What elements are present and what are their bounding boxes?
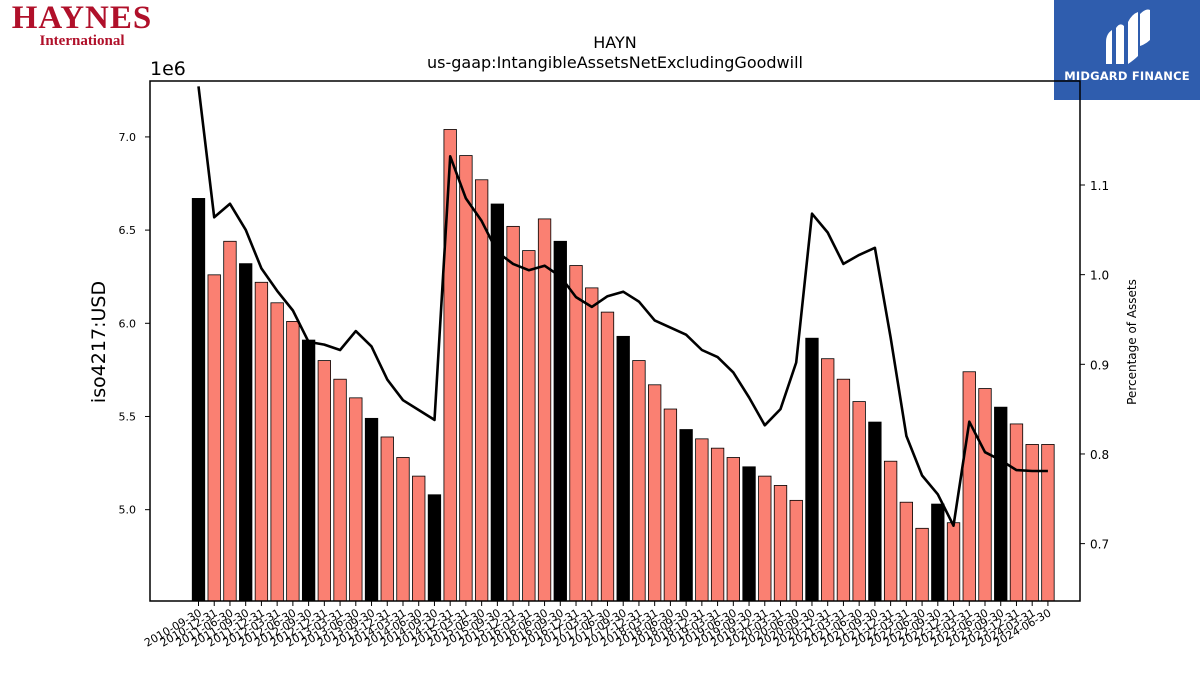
y-right-tick-label: 1.1 (1090, 179, 1109, 193)
bar (616, 335, 630, 602)
y-left-tick-label: 6.0 (119, 317, 137, 330)
bar (946, 522, 961, 602)
bar (679, 429, 693, 602)
bar (474, 179, 489, 602)
midgard-finance-logo: MIDGARD FINANCE (1054, 0, 1200, 100)
bar (286, 321, 300, 602)
haynes-logo-sub: International (39, 33, 125, 49)
bar (317, 360, 331, 602)
bar (459, 155, 473, 602)
bar (600, 311, 615, 602)
y-right-tick-label: 0.8 (1090, 448, 1109, 462)
bar (364, 417, 379, 602)
bar (883, 460, 898, 602)
chart-title-line2: us-gaap:IntangibleAssetsNetExcludingGood… (427, 53, 803, 72)
bar (522, 250, 536, 602)
bar (191, 198, 206, 602)
percentage-line-series (197, 86, 1048, 528)
y-left-tick-label: 5.0 (119, 504, 137, 517)
bar (254, 281, 269, 602)
bar (506, 225, 520, 602)
y-left-tick-label: 7.0 (119, 131, 137, 144)
bar (632, 360, 646, 602)
bar (223, 240, 237, 602)
bar (490, 203, 505, 602)
bar (648, 384, 662, 602)
y-axis-right: 0.7 0.8 0.9 1.0 1.1 (1080, 179, 1109, 552)
bar (773, 485, 788, 602)
bar (349, 397, 363, 602)
bar (978, 388, 992, 602)
y-left-tick-label: 5.5 (119, 410, 137, 423)
bar (899, 501, 913, 602)
bar (836, 378, 851, 602)
bar (1041, 444, 1055, 602)
bar (805, 337, 819, 602)
midgard-mark-icon (1106, 9, 1150, 64)
y-right-tick-label: 1.0 (1090, 269, 1109, 283)
left-axis-offset-label: 1e6 (150, 58, 186, 80)
bar (396, 457, 410, 602)
bar (270, 302, 284, 602)
bar (868, 421, 882, 602)
bar (994, 406, 1008, 602)
y-axis-left: 5.0 5.5 6.0 6.5 7.0 (119, 131, 150, 517)
haynes-logo: HAYNES International (2, 0, 162, 49)
bar (239, 263, 253, 602)
bar (412, 475, 426, 602)
bar-series (191, 129, 1055, 602)
bar (207, 274, 221, 602)
percentage-line (197, 86, 1048, 528)
y-left-tick-label: 6.5 (119, 224, 137, 237)
y-axis-right-label: Percentage of Assets (1125, 279, 1139, 405)
bar (301, 339, 316, 602)
bar (742, 466, 756, 602)
y-right-tick-label: 0.7 (1090, 538, 1109, 552)
x-axis: 2010-09-302010-12-312011-06-302011-09-30… (142, 601, 1053, 650)
bar (695, 438, 709, 602)
y-right-tick-label: 0.9 (1090, 358, 1109, 372)
bar (915, 527, 929, 602)
chart-title-line1: HAYN (593, 33, 636, 52)
bar (553, 240, 567, 602)
bar (585, 287, 599, 602)
bar (1009, 423, 1024, 602)
bar (663, 408, 678, 602)
bar (789, 499, 803, 602)
bar (962, 371, 976, 602)
haynes-logo-brand: HAYNES (11, 0, 153, 36)
bar (569, 265, 583, 602)
bar (333, 378, 347, 602)
bar (758, 475, 772, 602)
bar (443, 129, 457, 602)
bar (710, 447, 725, 602)
bar (821, 358, 835, 602)
bar (1025, 444, 1039, 602)
bar (537, 218, 552, 602)
midgard-logo-text: MIDGARD FINANCE (1064, 69, 1190, 83)
bar (427, 494, 442, 602)
bar (380, 436, 394, 602)
bar (726, 457, 740, 602)
plot-frame (149, 80, 1081, 602)
bar (852, 401, 866, 602)
y-axis-left-label: iso4217:USD (88, 281, 110, 403)
bar (931, 503, 945, 602)
